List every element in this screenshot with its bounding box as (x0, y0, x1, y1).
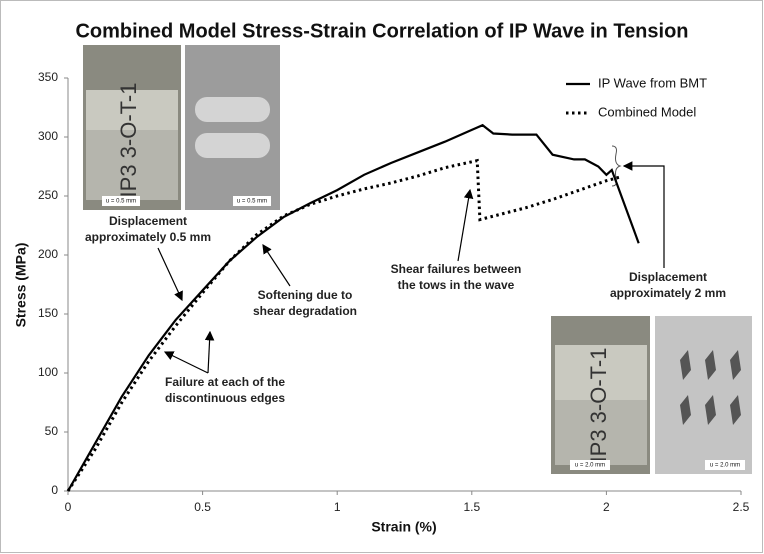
specimen-label: IP3 3-O-T-1 (586, 348, 611, 463)
annotation: discontinuous edges (165, 391, 285, 405)
annotation: shear degradation (253, 304, 357, 318)
model-image (655, 316, 752, 474)
y-tick-label: 200 (38, 247, 58, 261)
annotation: Shear failures between (391, 262, 522, 276)
chart: Combined Model Stress-Strain Correlation… (0, 0, 764, 554)
inset-label: u = 2.0 mm (575, 463, 605, 469)
x-tick-label: 0.5 (194, 500, 211, 514)
y-axis-label: Stress (MPa) (13, 243, 29, 328)
annotation: approximately 2 mm (610, 286, 726, 300)
inset-label: u = 0.5 mm (237, 199, 267, 205)
annotation: the tows in the wave (398, 278, 515, 292)
x-tick-label: 1 (334, 500, 341, 514)
annotation: approximately 0.5 mm (85, 230, 211, 244)
model-detail (195, 97, 270, 122)
y-tick-label: 50 (45, 424, 59, 438)
annotation: Softening due to (258, 288, 353, 302)
y-tick-label: 0 (51, 483, 58, 497)
inset-label: u = 0.5 mm (106, 199, 136, 205)
model-image (185, 45, 280, 210)
inset-label: u = 2.0 mm (710, 463, 740, 469)
model-detail (195, 133, 270, 158)
annotation: Displacement (109, 214, 187, 228)
y-tick-label: 250 (38, 188, 58, 202)
x-axis-label: Strain (%) (371, 519, 436, 535)
legend-label: Combined Model (598, 104, 696, 119)
y-tick-label: 300 (38, 129, 58, 143)
annotation: Displacement (629, 270, 707, 284)
annotation: Failure at each of the (165, 375, 285, 389)
chart-title: Combined Model Stress-Strain Correlation… (75, 20, 688, 42)
legend-label: IP Wave from BMT (598, 75, 707, 90)
specimen-label: IP3 3-O-T-1 (116, 83, 141, 198)
y-tick-label: 350 (38, 70, 58, 84)
x-tick-label: 0 (65, 500, 72, 514)
x-tick-label: 2.5 (733, 500, 750, 514)
x-tick-label: 1.5 (463, 500, 480, 514)
y-tick-label: 150 (38, 306, 58, 320)
x-tick-label: 2 (603, 500, 610, 514)
y-tick-label: 100 (38, 365, 58, 379)
